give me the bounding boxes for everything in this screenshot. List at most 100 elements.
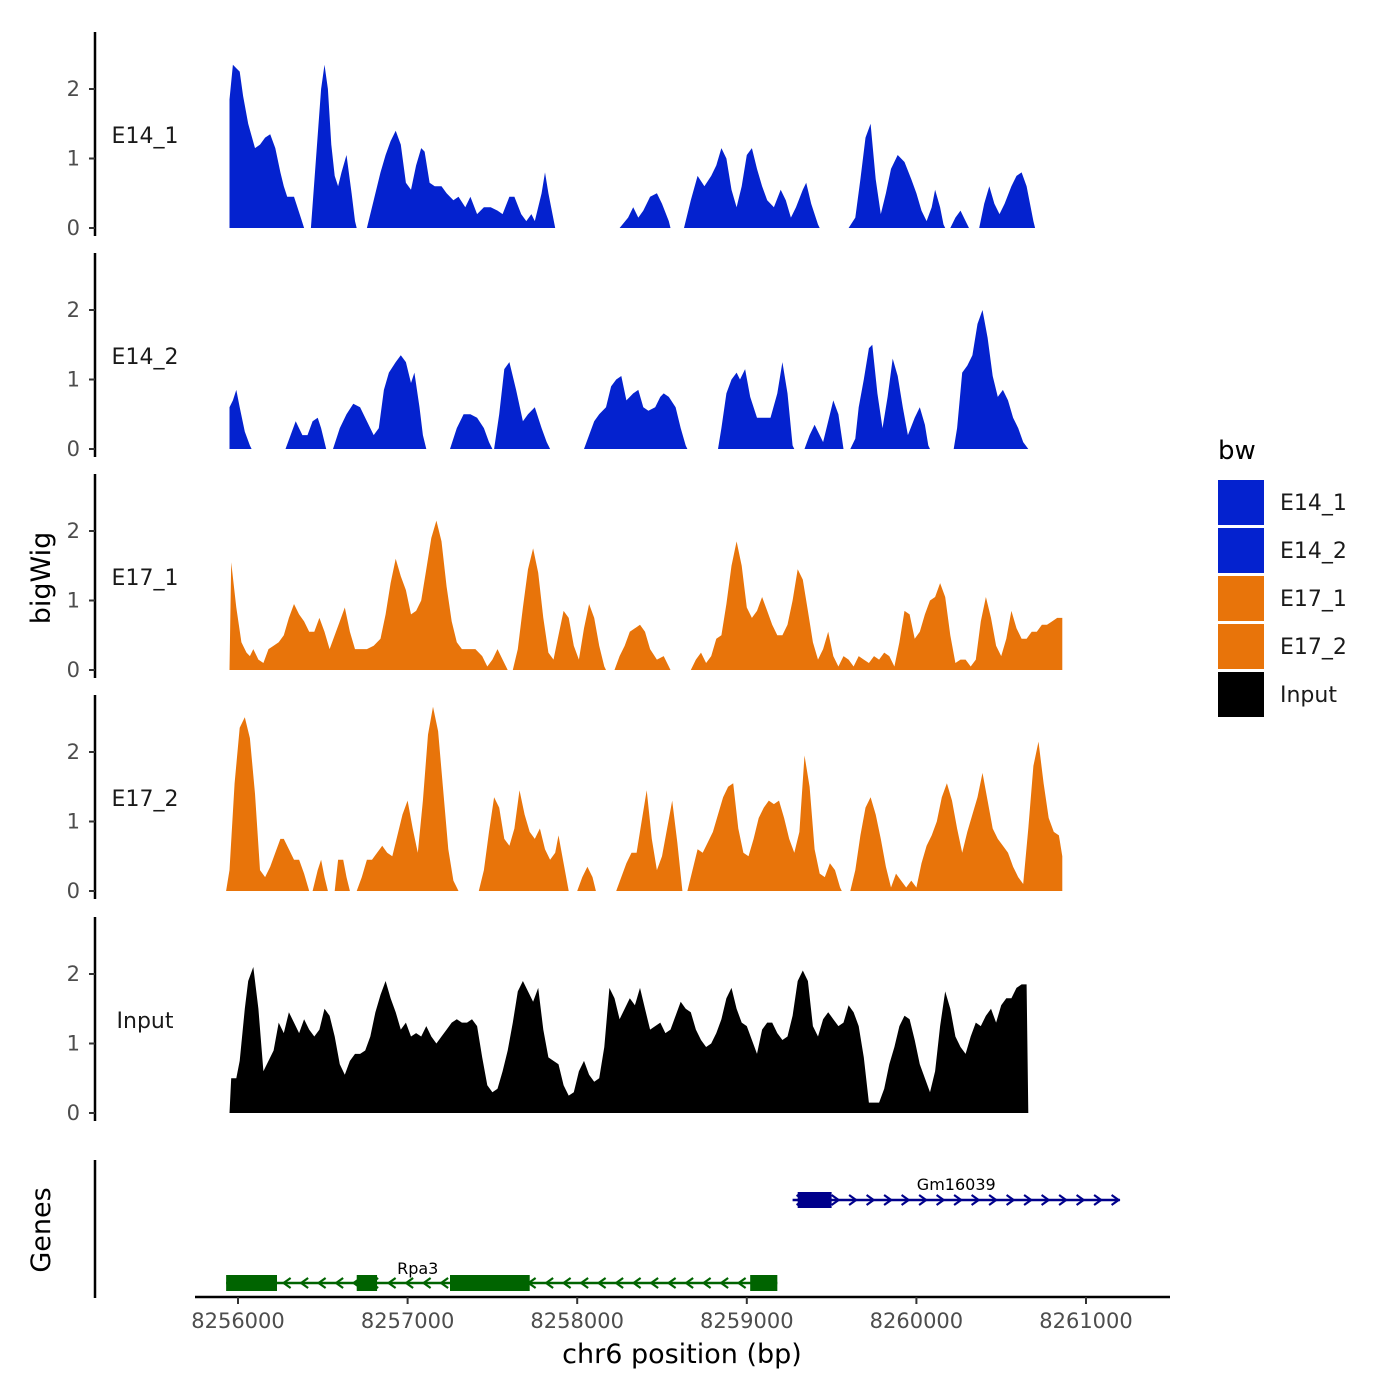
x-tick-label: 8256000: [191, 1309, 285, 1333]
x-tick-label: 8257000: [361, 1309, 455, 1333]
strand-arrow: [579, 1277, 589, 1289]
y-tick-label: 1: [67, 147, 80, 171]
x-tick-label: 8260000: [870, 1309, 964, 1333]
track-input: 0 1 2 Input: [67, 917, 1029, 1125]
exon-block: [226, 1275, 278, 1291]
strand-arrow: [970, 1194, 981, 1206]
strand-arrow: [848, 1194, 858, 1206]
legend-label: Input: [1280, 683, 1337, 708]
y-tick-label: 2: [67, 77, 80, 101]
strand-arrow: [544, 1277, 554, 1289]
gene-name: Rpa3: [397, 1259, 438, 1278]
y-tick-label: 2: [67, 740, 80, 764]
genes-axis-title: Genes: [26, 1187, 57, 1272]
coverage-area-input: [229, 967, 1029, 1113]
y-tick-label: 1: [67, 1032, 80, 1056]
y-axis-title: bigWig: [26, 532, 57, 625]
legend-label: E14_2: [1280, 539, 1347, 564]
y-tick-label: 0: [67, 658, 80, 682]
legend-swatch: [1218, 624, 1264, 669]
y-tick-label: 2: [67, 519, 80, 543]
x-tick-label: 8261000: [1039, 1309, 1133, 1333]
strand-arrow: [684, 1277, 694, 1289]
strand-arrow: [334, 1277, 344, 1289]
exon-block: [356, 1275, 378, 1291]
strand-arrow: [719, 1277, 729, 1289]
strand-arrow: [953, 1194, 963, 1206]
x-tick-label: 8259000: [700, 1309, 794, 1333]
exon-block: [797, 1192, 832, 1208]
strand-arrow: [1110, 1194, 1121, 1206]
track-e14-2: 0 1 2 E14_2: [67, 253, 1029, 461]
track-label: E14_2: [112, 345, 179, 370]
strand-arrow: [386, 1277, 397, 1289]
strand-arrow: [1023, 1194, 1033, 1206]
gene-rpa3: Rpa3: [226, 1259, 778, 1291]
y-tick-label: 0: [67, 879, 80, 903]
gene-annotation-track: Gm16039 Rpa3: [93, 1160, 1121, 1298]
strand-arrow: [883, 1194, 893, 1206]
coverage-tracks: 0 1 2 E14_1 0 1 2 E14_2 0 1 2 E17_1 0 1 2 E17_2 0 1 2 Input: [67, 32, 1063, 1125]
strand-arrow: [900, 1194, 911, 1206]
strand-arrow: [281, 1277, 292, 1289]
strand-arrow: [631, 1277, 642, 1289]
legend-swatch: [1218, 672, 1264, 717]
track-e17-1: 0 1 2 E17_1: [67, 474, 1063, 682]
strand-arrow: [1005, 1194, 1016, 1206]
gene-gm16039: Gm16039: [792, 1175, 1121, 1208]
strand-arrow: [918, 1194, 928, 1206]
legend-label: E17_2: [1280, 635, 1347, 660]
strand-arrow: [1075, 1194, 1086, 1206]
strand-arrow: [935, 1194, 946, 1206]
legend-item-input: Input: [1218, 672, 1337, 717]
y-tick-label: 2: [67, 298, 80, 322]
strand-arrow: [865, 1194, 876, 1206]
coverage-area-e17-1: [229, 520, 1063, 670]
strand-arrow: [1093, 1194, 1103, 1206]
y-tick-label: 1: [67, 589, 80, 613]
strand-arrow: [596, 1277, 607, 1289]
track-label: E14_1: [112, 124, 179, 149]
legend-label: E17_1: [1280, 587, 1347, 612]
x-axis-title: chr6 position (bp): [562, 1339, 802, 1370]
legend-swatch: [1218, 480, 1264, 525]
y-tick-label: 1: [67, 810, 80, 834]
legend-item-e14-1: E14_1: [1218, 480, 1347, 525]
legend-item-e17-2: E17_2: [1218, 624, 1347, 669]
legend-title: bw: [1218, 436, 1256, 466]
gene-name: Gm16039: [917, 1175, 996, 1194]
y-tick-label: 0: [67, 216, 80, 240]
track-label: Input: [117, 1009, 174, 1034]
strand-arrow: [701, 1277, 712, 1289]
strand-arrow: [988, 1194, 998, 1206]
strand-arrow: [1040, 1194, 1051, 1206]
x-axis: 8256000 8257000 8258000 8259000 8260000 82610…: [191, 1295, 1170, 1333]
strand-arrow: [421, 1277, 432, 1289]
legend-item-e14-2: E14_2: [1218, 528, 1347, 573]
strand-arrow: [439, 1277, 449, 1289]
legend-label: E14_1: [1280, 491, 1347, 516]
strand-arrow: [1058, 1194, 1068, 1206]
strand-arrow: [561, 1277, 572, 1289]
y-tick-label: 1: [67, 368, 80, 392]
strand-arrow: [830, 1194, 841, 1206]
legend-swatch: [1218, 576, 1264, 621]
legend-swatch: [1218, 528, 1264, 573]
y-tick-label: 0: [67, 1101, 80, 1125]
track-label: E17_1: [112, 566, 179, 591]
strand-arrow: [614, 1277, 624, 1289]
x-tick-label: 8258000: [530, 1309, 624, 1333]
legend: bw E14_1 E14_2 E17_1 E17_2 Input: [1218, 436, 1347, 717]
strand-arrow: [299, 1277, 309, 1289]
coverage-area-e14-1: [229, 64, 1036, 228]
track-label: E17_2: [112, 787, 179, 812]
coverage-area-e14-2: [229, 310, 1029, 449]
y-tick-label: 2: [67, 962, 80, 986]
track-e17-2: 0 1 2 E17_2: [67, 695, 1063, 903]
strand-arrow: [404, 1277, 414, 1289]
exon-block: [450, 1275, 530, 1291]
strand-arrow: [649, 1277, 659, 1289]
strand-arrow: [736, 1277, 747, 1289]
strand-arrow: [316, 1277, 327, 1289]
